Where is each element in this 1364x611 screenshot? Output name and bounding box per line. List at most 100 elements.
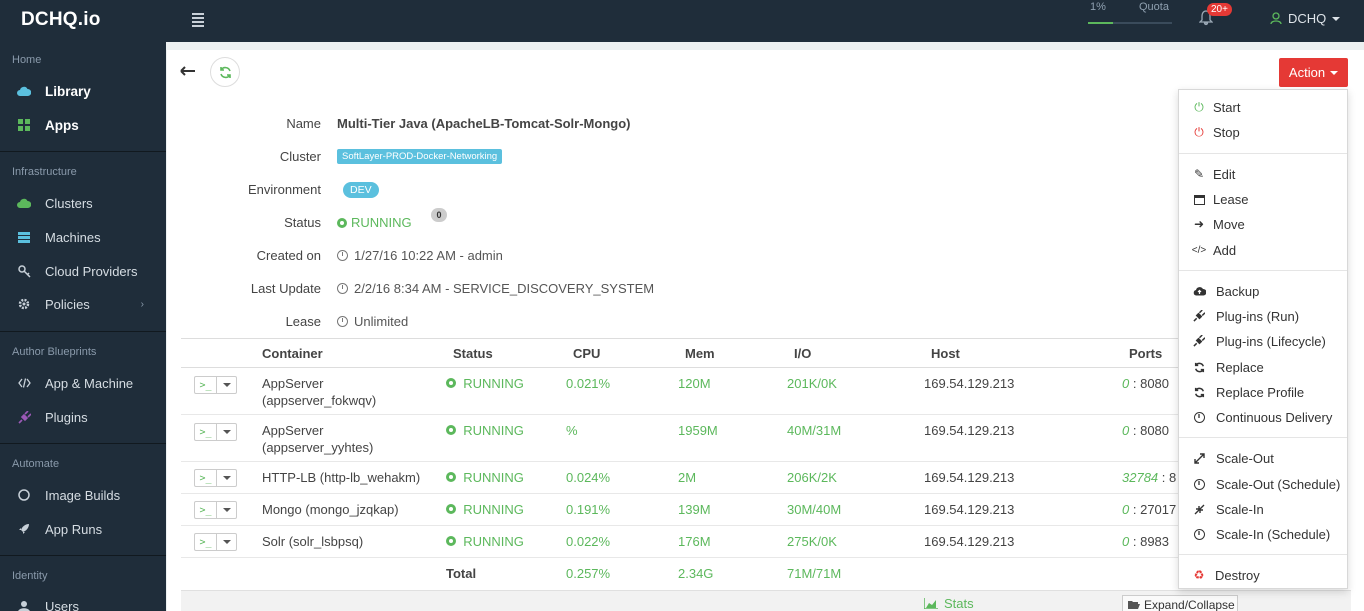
gear-icon: [446, 378, 456, 388]
sidebar: Home Library Apps Infrastructure Cluster…: [0, 42, 166, 611]
environment-badge: DEV: [343, 182, 379, 198]
menu-item-start[interactable]: ⏻ Start: [1192, 97, 1240, 117]
expand-collapse-button[interactable]: Expand/Collapse: [1122, 595, 1238, 611]
clock-icon: [1192, 411, 1206, 423]
terminal-button[interactable]: >_: [194, 423, 237, 441]
menu-item-add[interactable]: </> Add: [1191, 242, 1237, 258]
col-cpu: CPU: [573, 346, 601, 361]
main-panel: [167, 50, 1364, 611]
chevron-down-icon: [222, 540, 231, 544]
lease-value: Unlimited: [354, 314, 409, 329]
gear-icon: [446, 425, 456, 435]
table-row: >_ AppServer (appserver_fokwqv) RUNNING …: [181, 368, 1181, 415]
menu-item-move[interactable]: ➜ Move: [1193, 216, 1245, 232]
menu-item-edit[interactable]: ✎ Edit: [1193, 166, 1236, 182]
col-container: Container: [262, 346, 323, 361]
action-button[interactable]: Action: [1279, 58, 1348, 87]
sidebar-item-users[interactable]: Users: [17, 594, 157, 611]
menu-item-destroy[interactable]: ♻ Destroy: [1193, 567, 1260, 583]
sidebar-item-app-machine[interactable]: App & Machine: [17, 371, 157, 395]
menu-item-continuous-delivery[interactable]: Continuous Delivery: [1192, 407, 1332, 427]
sidebar-item-cloud-providers[interactable]: Cloud Providers: [17, 259, 157, 283]
clock-icon: [337, 316, 348, 327]
gear-icon: [17, 297, 31, 311]
sidebar-item-library[interactable]: Library: [17, 79, 157, 103]
grid-icon: [17, 118, 31, 132]
cluster-tag[interactable]: SoftLayer-PROD-Docker-Networking: [337, 149, 503, 164]
quota-meter: 1% Quota: [1088, 0, 1172, 24]
back-arrow-icon[interactable]: [180, 63, 196, 79]
terminal-icon: >_: [195, 534, 217, 550]
user-menu[interactable]: DCHQ: [1270, 11, 1341, 26]
terminal-button[interactable]: >_: [194, 501, 237, 519]
menu-item-lease[interactable]: Lease: [1192, 189, 1248, 209]
refresh-icon: [1192, 362, 1206, 373]
terminal-button[interactable]: >_: [194, 376, 237, 394]
menu-toggle-icon[interactable]: [192, 13, 204, 27]
terminal-icon: >_: [195, 470, 217, 486]
clock-icon: [1192, 478, 1206, 490]
gear-icon: [446, 536, 456, 546]
sidebar-item-clusters[interactable]: Clusters: [17, 191, 157, 215]
power-icon: ⏻: [1194, 124, 1204, 139]
clock-icon: [337, 283, 348, 294]
user-icon: [1270, 12, 1282, 25]
circle-icon: [17, 488, 31, 502]
terminal-icon: >_: [195, 424, 217, 440]
terminal-button[interactable]: >_: [194, 469, 237, 487]
table-row: >_ HTTP-LB (http-lb_wehakm) RUNNING 0.02…: [181, 462, 1181, 494]
sidebar-item-machines[interactable]: Machines: [17, 225, 157, 249]
key-icon: [17, 264, 31, 278]
sidebar-item-app-runs[interactable]: App Runs: [17, 517, 157, 541]
menu-item-plugins-lifecycle[interactable]: Plug-ins (Lifecycle): [1192, 331, 1326, 351]
expand-icon: [1192, 452, 1206, 464]
menu-item-scale-in-schedule[interactable]: Scale-In (Schedule): [1192, 524, 1330, 544]
cloud-icon: [17, 196, 31, 210]
menu-item-replace[interactable]: Replace: [1192, 357, 1264, 377]
plug-icon: [1192, 310, 1206, 322]
status-value: RUNNING: [337, 215, 412, 230]
status-count-badge: 0: [431, 208, 447, 222]
chevron-down-icon: [222, 383, 231, 387]
gear-icon: [446, 504, 456, 514]
menu-item-replace-profile[interactable]: Replace Profile: [1192, 382, 1304, 402]
edit-icon: ✎: [1193, 167, 1205, 181]
terminal-button[interactable]: >_: [194, 533, 237, 551]
folder-open-icon: [1128, 601, 1140, 609]
menu-item-backup[interactable]: Backup: [1192, 281, 1259, 301]
cluster-label: Cluster: [279, 149, 321, 164]
col-mem: Mem: [685, 346, 715, 361]
menu-item-scale-in[interactable]: Scale-In: [1192, 499, 1264, 519]
col-io: I/O: [794, 346, 812, 361]
col-ports: Ports: [1129, 346, 1163, 361]
menu-item-scale-out[interactable]: Scale-Out: [1192, 448, 1274, 468]
terminal-icon: >_: [195, 377, 217, 393]
area-chart-icon: [924, 598, 938, 609]
menu-item-plugins-run[interactable]: Plug-ins (Run): [1192, 306, 1299, 326]
chevron-down-icon: [222, 430, 231, 434]
quota-percent: 1%: [1090, 1, 1106, 13]
sidebar-item-policies[interactable]: Policies: [17, 292, 157, 316]
menu-item-stop[interactable]: ⏻ Stop: [1192, 122, 1240, 142]
plug-icon: [17, 410, 31, 424]
user-name: DCHQ: [1288, 11, 1327, 26]
brand-logo[interactable]: DCHQ.io: [21, 9, 101, 30]
refresh-button[interactable]: [210, 57, 240, 87]
created-label: Created on: [256, 248, 321, 263]
stats-link[interactable]: Stats: [924, 596, 974, 611]
lease-label: Lease: [285, 314, 321, 329]
menu-item-scale-out-schedule[interactable]: Scale-Out (Schedule): [1192, 474, 1340, 494]
environment-label: Environment: [248, 182, 321, 197]
sidebar-item-apps[interactable]: Apps: [17, 113, 157, 137]
sidebar-item-image-builds[interactable]: Image Builds: [17, 483, 157, 507]
created-value: 1/27/16 10:22 AM - admin: [354, 248, 503, 263]
table-total-row: Total 0.257% 2.34G 71M/71M: [446, 566, 842, 581]
table-row: >_ AppServer (appserver_yyhtes) RUNNING …: [181, 415, 1181, 462]
col-status: Status: [453, 346, 493, 361]
sidebar-item-plugins[interactable]: Plugins: [17, 405, 157, 429]
sidebar-section-home: Home: [12, 54, 42, 66]
notification-count-badge: 20+: [1207, 3, 1232, 16]
last-update-value: 2/2/16 8:34 AM - SERVICE_DISCOVERY_SYSTE…: [354, 281, 655, 296]
action-dropdown-menu: ⏻ Start ⏻ Stop ✎ Edit Lease ➜ Move </> Add Ba…: [1178, 89, 1348, 589]
compress-icon: [1192, 504, 1206, 515]
